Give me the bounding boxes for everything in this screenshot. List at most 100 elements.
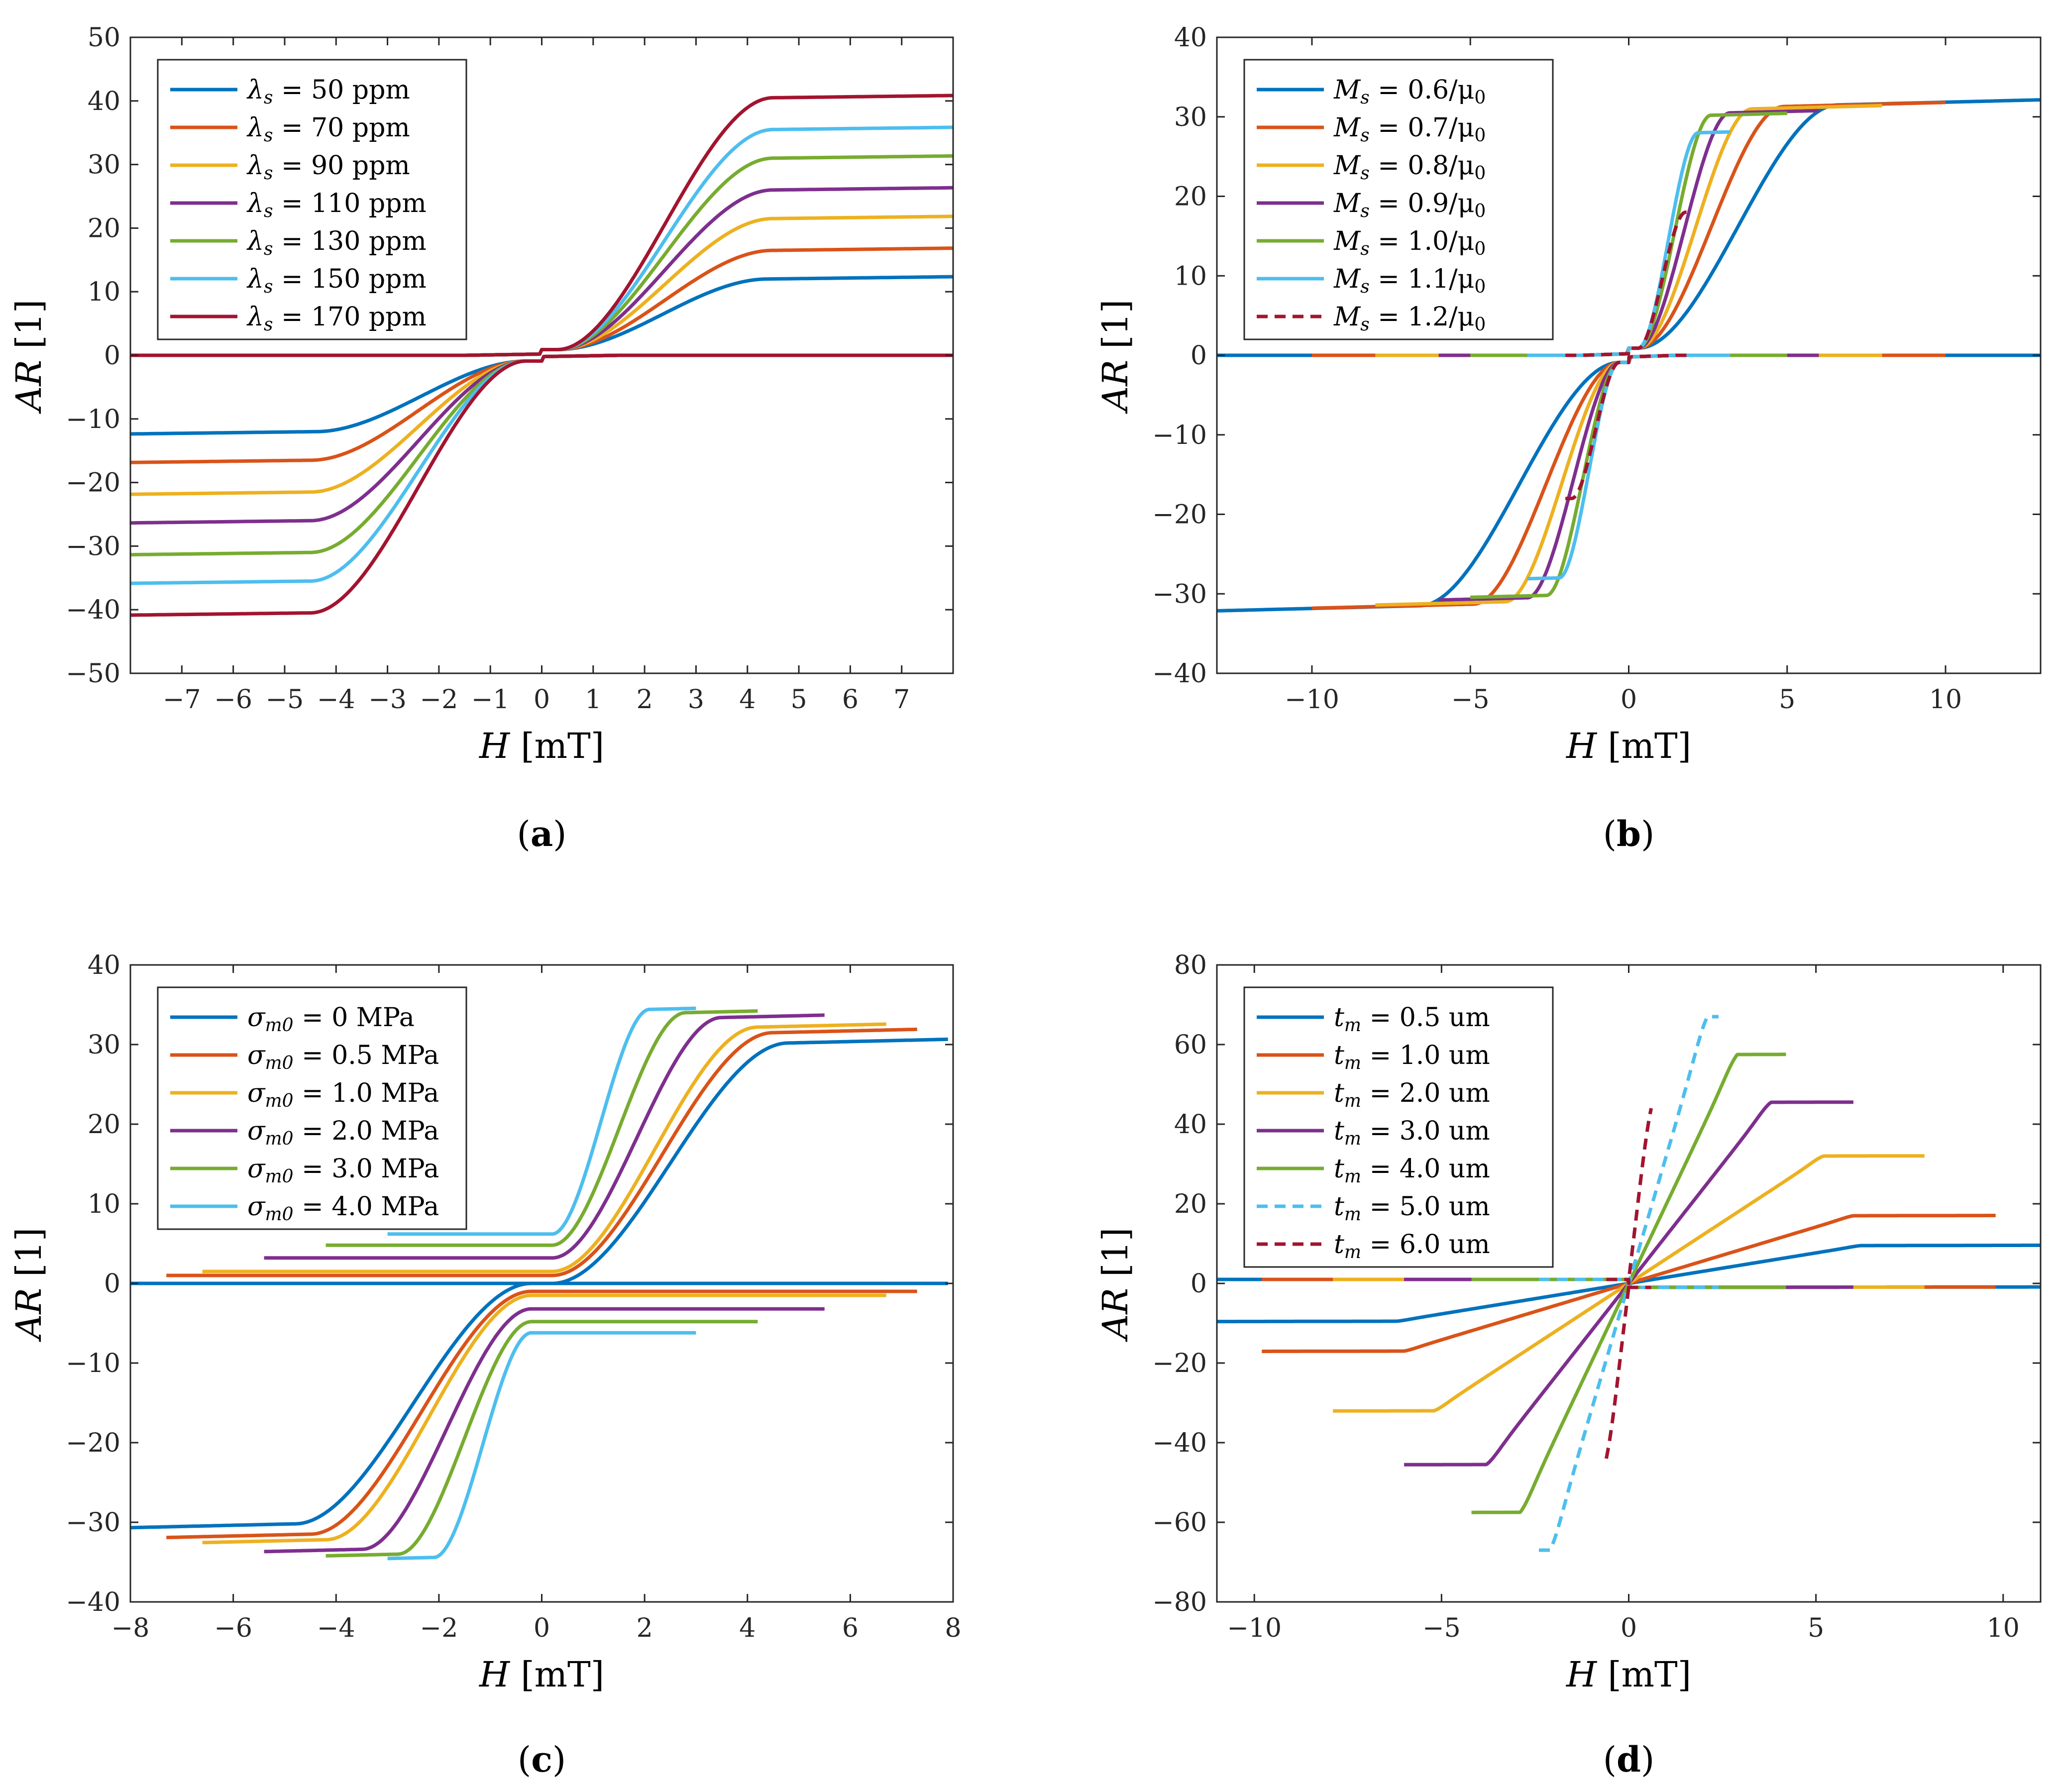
y-tick-label: −10	[66, 405, 120, 434]
series-line-6-up	[386, 1006, 697, 1236]
y-axis-label: AR [1]	[8, 300, 49, 415]
legend-box	[1243, 59, 1554, 340]
y-tick-label: −20	[1152, 500, 1207, 530]
series-line-2-down	[1311, 353, 1946, 610]
y-axis-label: AR [1]	[8, 1228, 49, 1343]
series-group	[130, 94, 953, 617]
y-tick-label: −30	[66, 531, 120, 561]
x-tick-label: 4	[739, 1613, 756, 1643]
x-tick-label: 0	[1621, 1613, 1637, 1643]
x-tick-label: −2	[420, 1613, 458, 1643]
x-tick-label: 6	[842, 685, 859, 715]
x-axis-label: H [mT]	[478, 1654, 604, 1695]
legend-box	[157, 59, 467, 340]
x-tick-label: 0	[1621, 685, 1637, 715]
x-tick-label: 10	[1929, 685, 1962, 715]
x-tick-label: 0	[534, 1613, 550, 1643]
x-tick-label: 5	[1779, 685, 1795, 715]
series-line-7-up	[1605, 1107, 1653, 1285]
series-group	[1217, 1015, 2041, 1552]
y-tick-label: 40	[1174, 23, 1207, 53]
y-tick-label: 0	[104, 341, 120, 371]
x-tick-label: −3	[368, 685, 407, 715]
y-tick-label: −40	[66, 1587, 120, 1617]
chart-panel-d: −10 −5 0 5 10 −80 −60 −40 −20 0 20 40 60 80 H [mT] AR […	[1095, 950, 2042, 1780]
legend-entry: tm = 2.0 um	[1334, 1078, 1490, 1111]
legend-entry: Ms = 1.0/μ0	[1333, 226, 1486, 259]
legend-entry: λs = 70 ppm	[246, 113, 410, 146]
legend-entry: λs = 110 ppm	[246, 189, 427, 221]
y-tick-label: 60	[1174, 1030, 1207, 1060]
y-tick-label: −40	[66, 595, 120, 625]
y-tick-label: 50	[88, 23, 120, 53]
y-tick-label: −10	[1152, 421, 1207, 450]
x-axis-label: H [mT]	[1565, 726, 1691, 766]
series-line-4-up	[263, 1013, 825, 1260]
x-tick-label: 2	[637, 1613, 653, 1643]
y-tick-label: 80	[1174, 950, 1207, 980]
x-tick-label: −8	[111, 1613, 150, 1643]
x-tick-label: 7	[893, 685, 910, 715]
series-line-2-down	[130, 353, 953, 464]
legend-entry: tm = 4.0 um	[1334, 1154, 1490, 1187]
x-tick-label: −1	[471, 685, 510, 715]
series-line-5-down	[1469, 353, 1788, 599]
y-tick-label: 20	[1174, 1189, 1207, 1219]
series-line-1-down	[1217, 353, 2041, 613]
y-tick-label: 0	[104, 1269, 120, 1299]
x-tick-label: 6	[842, 1613, 859, 1643]
y-tick-label: 20	[1174, 182, 1207, 212]
series-line-4-down	[263, 1307, 825, 1554]
legend-entry: Ms = 0.7/μ0	[1333, 113, 1486, 146]
series-line-6-up	[1526, 130, 1732, 357]
panel-caption: (b)	[1603, 813, 1655, 854]
series-line-2-up	[166, 1027, 917, 1277]
legend: tm = 0.5 um tm = 1.0 um tm = 2.0 um tm = 3.…	[1243, 986, 1554, 1268]
chart-panel-b: −10 −5 0 5 10 −40 −30 −20 −10 0 10 20 30 40 H [mT] AR […	[1095, 23, 2042, 854]
x-tick-label: −2	[420, 685, 458, 715]
legend-entry: λs = 50 ppm	[246, 75, 410, 108]
x-tick-label: 1	[585, 685, 601, 715]
series-line-7-up	[130, 94, 953, 357]
legend-entry: Ms = 1.2/μ0	[1333, 302, 1486, 335]
x-tick-label: −4	[317, 685, 355, 715]
x-tick-label: −7	[163, 685, 201, 715]
legend-box	[157, 986, 467, 1230]
series-line-7-up	[1564, 210, 1694, 357]
series-line-7-down	[1564, 353, 1694, 501]
legend-entry: Ms = 0.9/μ0	[1333, 189, 1486, 221]
legend-entry: σm0 = 0 MPa	[247, 1003, 415, 1036]
y-tick-label: 10	[88, 1189, 120, 1219]
x-tick-label: −4	[317, 1613, 355, 1643]
y-tick-label: 30	[1174, 103, 1207, 132]
y-axis-label: AR [1]	[1095, 300, 1136, 415]
series-line-5-down	[325, 1320, 758, 1558]
legend-entry: σm0 = 2.0 MPa	[247, 1116, 439, 1149]
y-tick-label: −20	[1152, 1349, 1207, 1378]
y-tick-label: 0	[1191, 341, 1207, 371]
legend-entry: Ms = 0.6/μ0	[1333, 75, 1486, 108]
series-line-3-down	[1375, 353, 1883, 607]
series-line-4-down	[1438, 353, 1820, 602]
y-tick-label: 40	[1174, 1110, 1207, 1140]
x-tick-label: −5	[266, 685, 304, 715]
y-tick-label: −20	[66, 1428, 120, 1458]
legend-entry: λs = 170 ppm	[246, 302, 427, 335]
series-line-5-down	[130, 353, 953, 557]
y-tick-label: 0	[1191, 1269, 1207, 1299]
y-tick-label: −30	[66, 1508, 120, 1538]
series-line-7-down	[130, 353, 953, 617]
x-tick-label: 5	[1808, 1613, 1824, 1643]
x-tick-label: 10	[1987, 1613, 2020, 1643]
legend-entry: λs = 90 ppm	[246, 151, 410, 184]
legend: Ms = 0.6/μ0 Ms = 0.7/μ0 Ms = 0.8/μ0 Ms = 0.…	[1243, 59, 1554, 340]
series-line-7-down	[1604, 1281, 1653, 1460]
legend-entry: σm0 = 0.5 MPa	[247, 1041, 439, 1073]
series-group	[130, 1006, 948, 1561]
panel-caption: (a)	[517, 813, 567, 854]
legend-entry: Ms = 0.8/μ0	[1333, 151, 1486, 184]
legend-entry: Ms = 1.1/μ0	[1333, 264, 1486, 297]
y-axis-label: AR [1]	[1095, 1228, 1136, 1343]
